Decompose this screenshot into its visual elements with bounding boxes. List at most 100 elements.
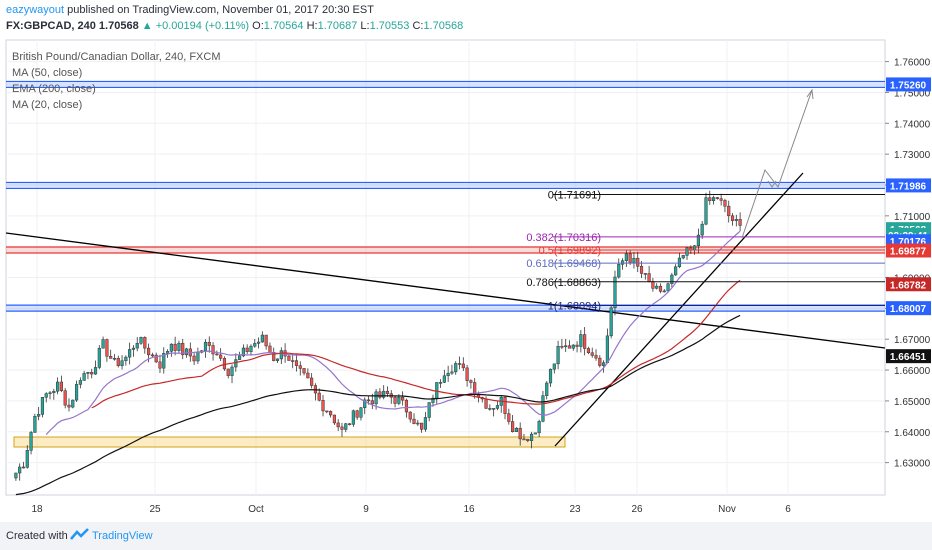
candle-body: [177, 342, 181, 351]
y-tick-label: 1.71000: [894, 212, 931, 223]
tradingview-logo-icon: [70, 528, 89, 540]
fib-label: 0.786(1.68863): [526, 277, 601, 289]
candle-body: [450, 371, 454, 374]
candle-body: [109, 355, 113, 359]
candle-body: [29, 432, 33, 451]
candle-body: [620, 260, 625, 265]
candle-body: [670, 274, 674, 284]
ascending-trendline: [554, 172, 804, 447]
candle-body: [636, 257, 640, 267]
candle-body: [734, 219, 738, 221]
candle-body: [567, 345, 572, 349]
candle-body: [154, 354, 158, 363]
candle-body: [298, 365, 302, 369]
candle-body: [184, 348, 189, 356]
price-label-badge: [886, 77, 931, 92]
candle-body: [211, 345, 215, 355]
created-with-text: Created with: [6, 530, 68, 542]
candle-body: [385, 390, 390, 394]
projection-arrowhead-icon: [806, 88, 814, 100]
level-band: [6, 81, 885, 88]
candle-body: [226, 368, 230, 376]
x-tick-label: 16: [463, 504, 475, 515]
candle-body: [457, 363, 462, 365]
candle-body: [302, 368, 306, 374]
close-label: C:: [412, 20, 424, 32]
candle-body: [393, 396, 397, 404]
candle-body: [158, 361, 162, 369]
candle-body: [708, 197, 712, 202]
projection-arrowhead-icon: [767, 180, 777, 188]
candle-body: [408, 411, 412, 420]
candle-body: [727, 205, 731, 217]
legend-ma20[interactable]: MA (20, close): [12, 99, 83, 111]
candle-body: [677, 257, 682, 268]
author-link[interactable]: eazywayout: [6, 4, 65, 16]
candle-body: [662, 290, 666, 293]
tradingview-brand-link[interactable]: TradingView: [92, 530, 153, 542]
fib-label: 1(1.68094): [548, 300, 601, 312]
candle-body: [438, 382, 443, 384]
candle-body: [560, 346, 564, 348]
candle-body: [21, 466, 26, 469]
candle-body: [78, 380, 82, 385]
y-tick-label: 1.65000: [894, 397, 931, 408]
candle-body: [548, 368, 553, 384]
candle-body: [632, 257, 636, 263]
price-label-text: 1.66451: [890, 352, 927, 363]
candle-body: [264, 334, 268, 347]
footer-bar: Created with TradingView: [0, 522, 932, 550]
x-tick-label: Oct: [248, 504, 264, 515]
candle-body: [93, 367, 98, 375]
candle-body: [332, 414, 336, 424]
candle-body: [63, 390, 67, 406]
candle-body: [442, 375, 446, 383]
high-label: H:: [306, 20, 318, 32]
candle-body: [639, 266, 644, 274]
candle-body: [173, 343, 177, 351]
candle-body: [696, 234, 700, 246]
y-tick-label: 1.64000: [894, 428, 931, 439]
price-label-text: 1.68782: [890, 280, 927, 291]
candle-body: [321, 399, 325, 412]
candle-body: [268, 345, 272, 353]
candle-body: [275, 358, 280, 361]
candle-body: [150, 354, 154, 357]
candle-body: [643, 273, 647, 275]
candle-body: [446, 372, 450, 377]
candle-body: [655, 285, 659, 289]
price-label-badge: [886, 277, 931, 292]
legend-ma50[interactable]: MA (50, close): [12, 67, 83, 79]
y-tick-label: 1.63000: [894, 459, 931, 470]
x-tick-label: 9: [363, 504, 369, 515]
candle-body: [192, 355, 196, 362]
legend-title: British Pound/Canadian Dollar, 240, FXCM: [12, 51, 221, 63]
change-value: +0.00194 (+0.11%): [155, 20, 250, 32]
candle-body: [420, 422, 424, 430]
candle-body: [435, 382, 439, 399]
candle-body: [511, 421, 515, 433]
candle-body: [594, 355, 598, 359]
candle-body: [529, 433, 534, 441]
candle-body: [541, 395, 545, 422]
low-value: 1.70553: [369, 20, 410, 32]
candle-body: [162, 353, 166, 369]
candle-body: [647, 273, 651, 282]
candle-body: [495, 405, 500, 409]
candle-body: [139, 337, 143, 344]
candle-body: [488, 408, 492, 410]
candle-body: [37, 414, 41, 417]
candle-body: [700, 223, 704, 236]
candle-body: [74, 384, 79, 401]
candle-body: [454, 363, 458, 373]
candle-body: [279, 350, 283, 360]
legend-ema200[interactable]: EMA (200, close): [12, 83, 96, 95]
candle-body: [583, 334, 587, 349]
candle-body: [169, 343, 173, 352]
price-label-text: 1.75260: [890, 80, 927, 91]
candle-body: [730, 215, 735, 221]
candle-body: [196, 352, 200, 362]
last-price: 1.70568: [98, 20, 139, 32]
candle-body: [382, 390, 386, 398]
